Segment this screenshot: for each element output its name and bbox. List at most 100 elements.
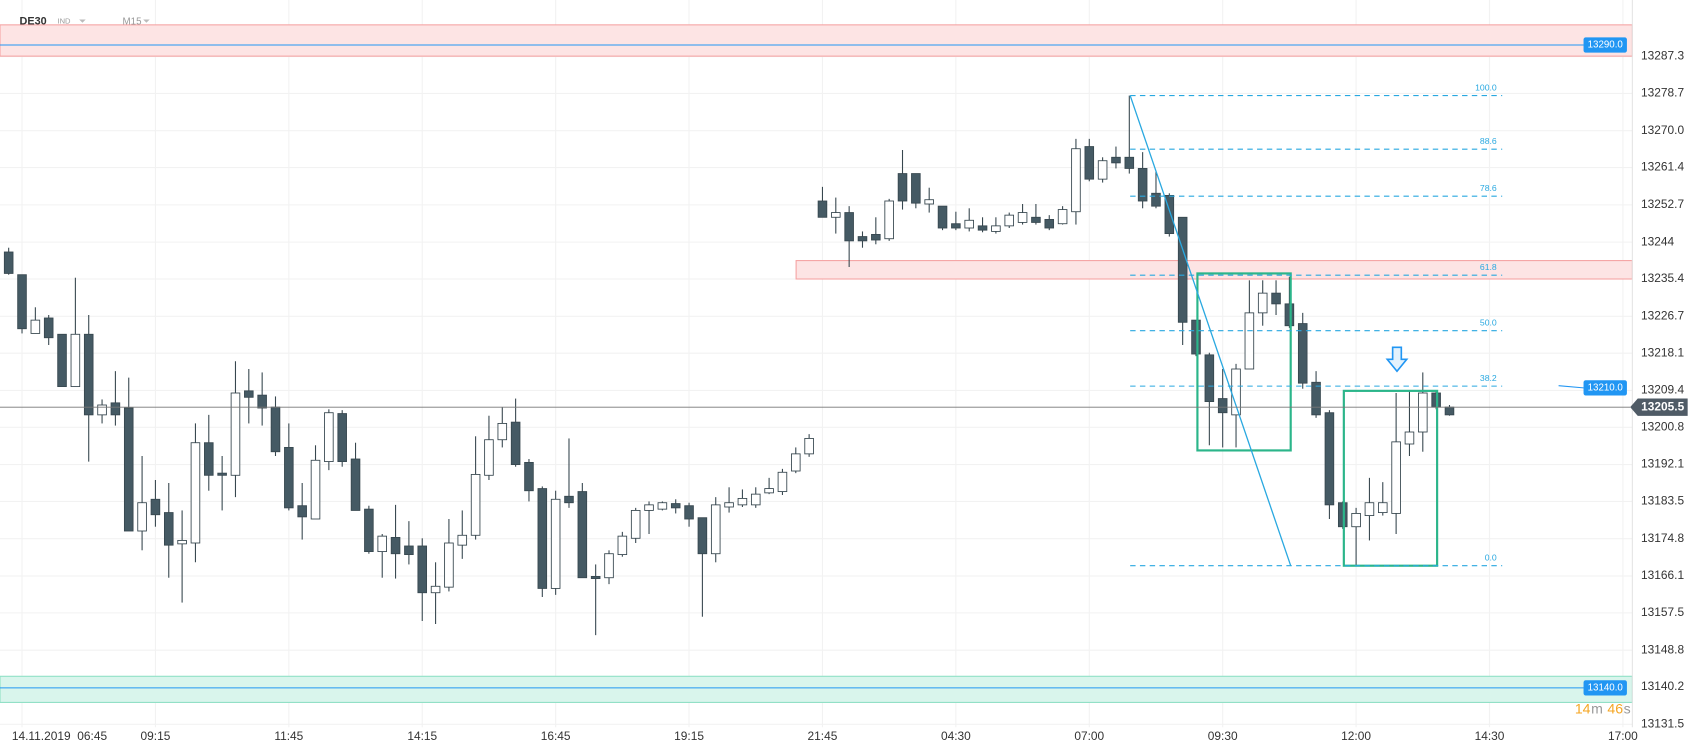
fib-label: 100.0	[1475, 82, 1497, 92]
x-tick-label: 06:45	[77, 729, 107, 743]
candle-body	[791, 453, 801, 472]
y-tick-label: 13244	[1641, 234, 1675, 248]
candle-body	[1244, 312, 1255, 370]
candle-body	[1364, 502, 1375, 517]
box	[1196, 272, 1292, 452]
level-label: 13210.0	[1588, 382, 1624, 393]
candle-body	[1071, 148, 1081, 213]
last-price-label: 13205.5	[1641, 399, 1684, 413]
candle-body	[1444, 406, 1455, 416]
candle-body	[1271, 292, 1281, 305]
candle-body	[750, 493, 761, 506]
candle-body	[1351, 512, 1361, 528]
x-tick-label: 16:45	[541, 729, 571, 743]
candle-body	[737, 497, 748, 506]
countdown-unit: s	[1624, 701, 1631, 717]
level-zone	[0, 675, 1633, 703]
trend-line	[1129, 95, 1292, 566]
candle-body	[777, 471, 788, 493]
candle-body	[297, 505, 307, 518]
x-tick-label: 07:00	[1074, 729, 1104, 743]
candle-body	[1031, 216, 1041, 223]
y-tick-label: 13140.2	[1641, 679, 1684, 693]
candle-body	[577, 491, 588, 579]
y-tick-label: 13157.5	[1641, 605, 1684, 619]
x-tick-label: 09:15	[141, 729, 171, 743]
candle-body	[871, 233, 881, 241]
candle-body	[1297, 323, 1308, 384]
candle-body	[644, 504, 654, 511]
candle-body	[497, 422, 508, 441]
candle-body	[190, 442, 201, 544]
candle-body	[404, 545, 414, 556]
candle-body	[1191, 319, 1201, 355]
candle-body	[964, 219, 974, 229]
candle-body	[1137, 167, 1148, 202]
candle-body	[43, 317, 54, 339]
x-tick-label: 19:15	[674, 729, 704, 743]
candle-body	[1257, 292, 1268, 314]
y-tick-label: 13183.5	[1641, 494, 1684, 508]
candle-body	[1284, 303, 1295, 327]
candle-body	[724, 502, 734, 508]
candle-body	[270, 406, 281, 453]
candle-body	[1084, 146, 1095, 180]
candle-body	[1378, 502, 1388, 514]
y-tick-label: 13209.4	[1641, 383, 1684, 397]
candle-body	[1017, 212, 1028, 223]
candle-body	[484, 439, 494, 476]
level-zone	[0, 24, 1633, 57]
candle-body	[257, 394, 267, 409]
candle-body	[604, 553, 614, 579]
signal-arrow	[1385, 346, 1409, 373]
fib-label: 61.8	[1480, 262, 1497, 272]
fib-label: 88.6	[1480, 136, 1497, 146]
candle-body	[390, 536, 401, 555]
candle-body	[70, 333, 81, 388]
candle-body	[123, 407, 134, 532]
candle-body	[710, 504, 721, 555]
candle-body	[924, 199, 934, 205]
candle-body	[630, 509, 641, 539]
candle-body	[83, 333, 94, 416]
candle-body	[150, 498, 161, 516]
dropdown-icon[interactable]	[143, 19, 150, 23]
candle-body	[537, 488, 548, 589]
symbol[interactable]: DE30	[20, 16, 47, 28]
y-tick-label: 13226.7	[1641, 308, 1684, 322]
interval[interactable]: M15	[123, 16, 143, 27]
y-tick-label: 13270.0	[1641, 123, 1684, 137]
candle-body	[17, 274, 27, 330]
candle-body	[350, 458, 361, 511]
y-tick-label: 13174.8	[1641, 531, 1684, 545]
candle-body	[1217, 398, 1228, 414]
countdown-seconds: 46	[1607, 701, 1623, 717]
y-tick-label: 13166.1	[1641, 568, 1684, 582]
candle-body	[1164, 194, 1175, 235]
candle-body	[377, 535, 387, 553]
overlay: 100.0 88.6 78.6 61.8 50.0 38.2 0.0	[0, 44, 1631, 689]
candle-body	[1151, 192, 1161, 207]
candle-body	[764, 488, 774, 494]
candle-body	[684, 505, 694, 520]
candle-body	[804, 437, 814, 455]
fib-label: 78.6	[1480, 183, 1497, 193]
level-line	[1558, 385, 1584, 389]
y-tick-label: 13148.8	[1641, 642, 1684, 656]
candles	[3, 95, 1455, 636]
candle-body	[457, 534, 468, 546]
level-tag	[1583, 37, 1627, 53]
candle-body	[1097, 160, 1108, 180]
market[interactable]: IND	[57, 17, 71, 26]
dropdown-icon[interactable]	[79, 19, 86, 23]
candle-body	[844, 212, 854, 242]
candle-body	[991, 225, 1001, 232]
candle-body	[937, 205, 948, 229]
candle-body	[550, 498, 561, 589]
candle-body	[1391, 441, 1401, 514]
y-tick-label: 13131.5	[1641, 716, 1684, 730]
box	[1342, 389, 1439, 567]
candle-body	[430, 585, 441, 594]
